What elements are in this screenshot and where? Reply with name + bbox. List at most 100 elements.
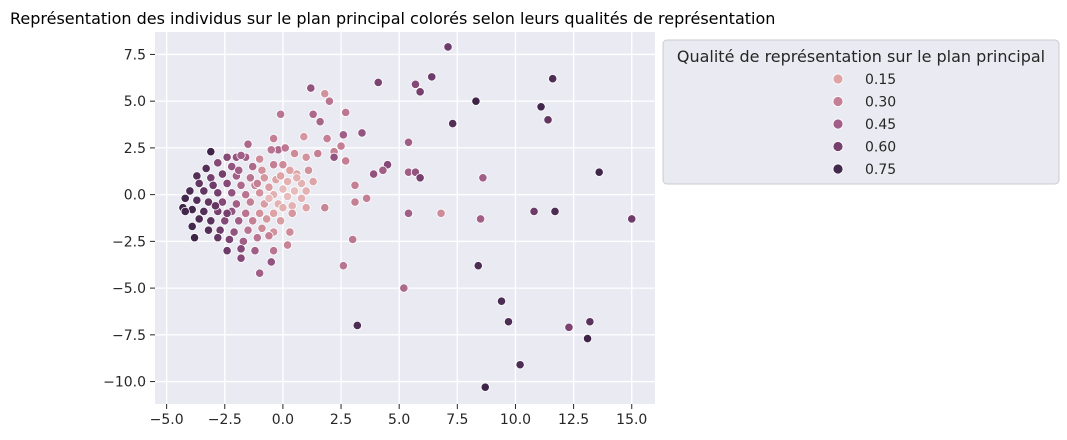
grid <box>155 32 655 404</box>
data-point <box>410 79 421 89</box>
data-point <box>264 182 274 192</box>
legend: Qualité de représentation sur le plan pr… <box>662 39 1060 185</box>
data-point <box>255 208 265 218</box>
x-tick-label: 12.5 <box>558 412 589 428</box>
y-tick-label: 0.0 <box>124 188 146 204</box>
data-point <box>275 109 286 119</box>
data-point <box>285 165 295 175</box>
data-point <box>269 160 279 170</box>
legend-label: 0.30 <box>865 95 896 111</box>
data-point <box>213 188 223 198</box>
data-point <box>229 227 239 237</box>
data-point <box>594 167 604 177</box>
data-point <box>373 77 383 88</box>
data-point <box>266 257 276 267</box>
data-point <box>448 118 458 129</box>
data-point <box>292 173 302 183</box>
data-point <box>329 152 339 162</box>
data-point <box>357 128 367 138</box>
data-point <box>189 233 200 243</box>
data-point <box>282 191 293 202</box>
data-point <box>627 214 637 224</box>
data-point <box>543 115 553 125</box>
data-point <box>582 333 593 344</box>
data-point <box>248 161 258 172</box>
legend-label: 0.60 <box>865 140 896 156</box>
legend-label: 0.15 <box>865 72 896 88</box>
chart-title: Représentation des individus sur le plan… <box>10 9 775 28</box>
legend-marker <box>832 163 844 175</box>
data-point <box>515 360 525 370</box>
data-point <box>213 233 223 243</box>
data-point <box>255 268 265 278</box>
data-point <box>194 214 204 224</box>
data-point <box>192 195 202 205</box>
data-point <box>243 139 253 149</box>
data-point <box>436 208 446 218</box>
data-point <box>550 206 560 217</box>
data-point <box>350 180 360 190</box>
data-point <box>206 147 216 157</box>
y-tick-label: 2.5 <box>124 141 146 157</box>
data-point <box>415 173 425 183</box>
data-point <box>480 382 490 392</box>
data-point <box>443 42 453 52</box>
data-points <box>178 42 637 392</box>
data-point <box>213 158 223 168</box>
data-point <box>306 83 316 93</box>
data-point <box>313 148 323 159</box>
data-point <box>471 96 481 106</box>
y-axis-ticks: 7.5 5.0 2.5 0.0 −2.5 −5.0 −7.5 −10.0 <box>103 47 155 391</box>
data-point <box>278 184 288 194</box>
x-tick-label: 5.0 <box>388 412 410 428</box>
data-point <box>259 173 269 183</box>
data-point <box>203 225 214 235</box>
legend-title: Qualité de représentation sur le plan pr… <box>677 47 1045 66</box>
data-point <box>324 96 335 106</box>
legend-marker <box>832 73 844 85</box>
data-point <box>275 171 286 181</box>
data-point <box>180 206 190 217</box>
data-point <box>322 133 332 144</box>
data-point <box>341 156 351 166</box>
data-point <box>227 161 237 172</box>
data-point <box>185 186 195 196</box>
data-point <box>245 173 255 183</box>
y-tick-label: 5.0 <box>124 94 146 110</box>
data-point <box>234 216 244 226</box>
legend-marker <box>832 96 844 107</box>
data-point <box>199 206 209 217</box>
data-point <box>278 203 288 213</box>
data-point <box>252 233 262 243</box>
data-point <box>187 221 197 232</box>
data-point <box>210 201 221 211</box>
data-point <box>301 152 311 162</box>
data-point <box>478 173 488 183</box>
data-point <box>296 193 307 203</box>
data-point <box>264 231 274 241</box>
x-tick-label: 2.5 <box>330 412 352 428</box>
y-tick-label: −7.5 <box>112 328 146 344</box>
data-point <box>369 169 379 179</box>
legend-marker <box>832 118 844 130</box>
data-point <box>236 253 246 263</box>
data-point <box>248 216 258 226</box>
data-point <box>201 163 211 174</box>
data-point <box>255 188 265 198</box>
data-point <box>236 244 246 254</box>
x-tick-label: 0.0 <box>272 412 294 428</box>
data-point <box>536 102 546 112</box>
data-point <box>241 208 251 218</box>
data-point <box>280 143 290 153</box>
data-point <box>341 107 351 117</box>
data-point <box>199 186 209 196</box>
x-tick-label: 15.0 <box>616 412 647 428</box>
data-point <box>245 197 255 207</box>
data-point <box>252 178 262 189</box>
data-point <box>289 186 300 196</box>
y-tick-label: −2.5 <box>112 234 146 250</box>
data-point <box>301 186 311 196</box>
data-point <box>264 193 274 203</box>
data-point <box>308 176 318 187</box>
data-point <box>427 72 437 82</box>
